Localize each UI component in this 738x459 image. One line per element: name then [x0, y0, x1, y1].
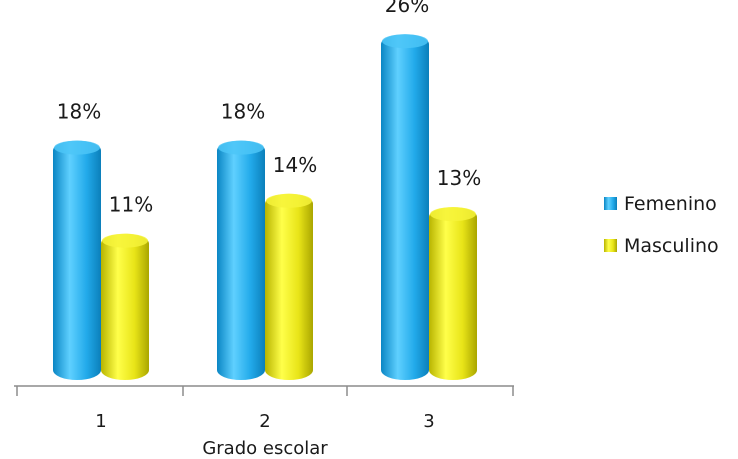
x-tick-label: 1 [95, 411, 106, 432]
data-label-femenino-3: 26% [385, 0, 429, 17]
bar-top-cap [430, 207, 476, 222]
bar-masculino-1 [101, 233, 149, 380]
data-label-femenino-2: 18% [221, 100, 265, 124]
data-label-femenino-1: 18% [57, 100, 101, 124]
bar-body [265, 193, 313, 380]
legend-swatch-femenino [604, 197, 617, 210]
data-label-masculino-1: 11% [109, 193, 153, 217]
bar-body [429, 207, 477, 380]
bar-masculino-3 [429, 207, 477, 380]
bar-top-cap [266, 193, 312, 208]
bar-masculino-2 [265, 193, 313, 380]
bar-femenino-1 [53, 140, 101, 380]
bar-top-cap [54, 140, 100, 155]
bar-body [381, 34, 429, 380]
bar-top-cap [382, 34, 428, 49]
bar-femenino-3 [381, 34, 429, 380]
x-tick-label: 3 [423, 411, 434, 432]
bar-body [53, 140, 101, 380]
x-tick-label: 2 [259, 411, 270, 432]
bar-body [101, 233, 149, 380]
legend-swatch-masculino [604, 239, 617, 252]
bar-femenino-2 [217, 140, 265, 380]
x-axis-title: Grado escolar [202, 438, 328, 459]
bar-top-cap [102, 233, 148, 248]
legend: Femenino Masculino [604, 193, 719, 257]
legend-label-femenino: Femenino [624, 193, 717, 215]
bar-body [217, 140, 265, 380]
bar-top-cap [218, 140, 264, 155]
data-label-masculino-3: 13% [437, 166, 481, 190]
legend-label-masculino: Masculino [624, 235, 719, 257]
data-label-masculino-2: 14% [273, 153, 317, 177]
